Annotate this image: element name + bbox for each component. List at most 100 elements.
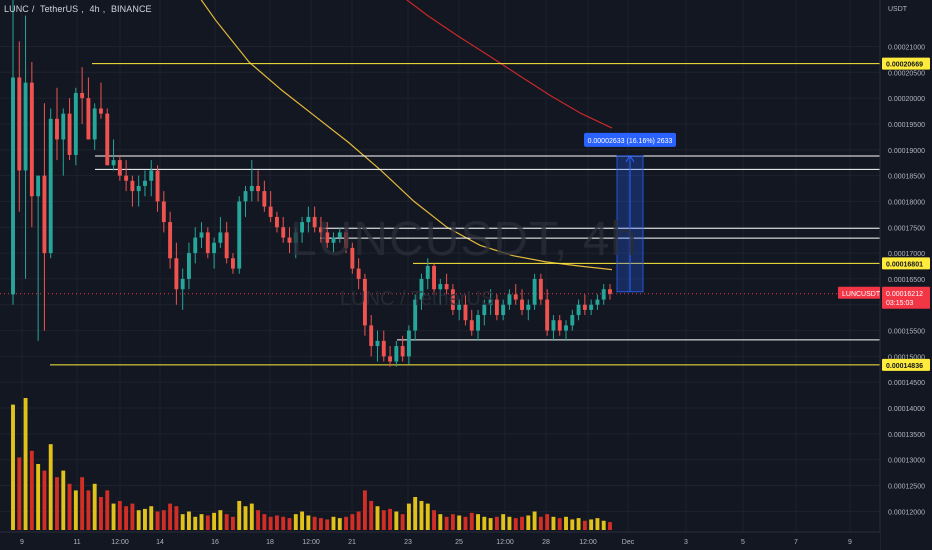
chart-title: LUNC / TetherUS, 4h, BINANCE: [4, 4, 152, 14]
candle-body: [400, 346, 405, 357]
level-price-tag-text: 0.00020669: [886, 62, 923, 69]
volume-bar: [99, 497, 103, 530]
time-tick-label: 3: [684, 539, 688, 546]
volume-bar: [482, 516, 487, 530]
candle-body: [570, 315, 575, 326]
candle-body: [124, 175, 129, 181]
candle-body: [218, 232, 223, 243]
candle-body: [237, 201, 242, 269]
volume-bar: [105, 490, 110, 530]
candle-body: [450, 289, 455, 310]
candle-body: [155, 170, 160, 202]
candle-body: [187, 253, 191, 279]
candle-body: [274, 216, 279, 228]
candle-body: [199, 232, 204, 238]
symbol-base: LUNC: [4, 4, 29, 14]
level-price-tag: [882, 358, 930, 371]
exchange-label: BINANCE: [110, 4, 152, 14]
volume-bar: [400, 514, 405, 530]
volume-bar: [48, 444, 53, 530]
time-tick-label: 9: [20, 539, 24, 546]
candle-body: [457, 304, 462, 310]
volume-bar: [36, 464, 41, 530]
volume-bar: [61, 470, 66, 530]
volume-bar: [23, 398, 28, 530]
price-axis-panel: [880, 0, 932, 550]
candle-body: [48, 118, 53, 254]
volume-bar: [318, 518, 323, 530]
candle-body: [306, 216, 311, 223]
time-tick-label: 12:00: [302, 539, 320, 546]
time-tick-label: 28: [542, 539, 550, 546]
volume-bar: [268, 516, 273, 530]
candle-body: [105, 113, 110, 166]
candle-body: [73, 92, 78, 155]
candle-body: [564, 325, 568, 331]
volume-bar: [394, 511, 399, 530]
level-price-tag-text: 0.00016801: [886, 261, 923, 268]
volume-bar: [595, 518, 600, 530]
candle-body: [99, 108, 103, 114]
volume-bar: [143, 508, 147, 530]
volume-bar: [532, 511, 537, 530]
volume-bar: [230, 516, 235, 530]
volume-bar: [136, 510, 141, 530]
volume-bar: [218, 510, 223, 530]
level-price-tag: [882, 257, 930, 270]
candle-body: [425, 266, 430, 279]
volume-bar: [168, 503, 173, 530]
candle-body: [318, 227, 323, 233]
volume-bar: [312, 516, 317, 530]
volume-bar: [362, 490, 367, 530]
candle-body: [388, 356, 393, 362]
candle-body: [80, 92, 85, 99]
time-tick-label: 21: [348, 539, 356, 546]
candle-body: [281, 227, 286, 238]
price-tick-label: 0.00017500: [888, 225, 925, 232]
candle-body: [463, 304, 468, 321]
interval-label: 4h: [89, 4, 100, 14]
candle-body: [287, 237, 292, 243]
time-tick-label: 25: [455, 539, 463, 546]
volume-bar: [161, 510, 166, 530]
candle-body: [42, 175, 47, 254]
candle-body: [356, 268, 361, 279]
volume-bar: [381, 510, 386, 530]
volume-bar: [111, 503, 116, 530]
time-axis-panel: [0, 532, 880, 550]
volume-bar: [438, 514, 443, 530]
price-tick-label: 0.00021000: [888, 44, 925, 51]
price-tick-label: 0.00015000: [888, 354, 925, 361]
candle-body: [212, 242, 217, 254]
volume-bar: [419, 500, 424, 530]
volume-bar: [174, 506, 179, 530]
price-axis-unit: USDT: [888, 6, 908, 13]
volume-bar: [73, 490, 78, 530]
volume-bar: [576, 518, 581, 530]
volume-bar: [425, 503, 430, 530]
candle-body: [161, 201, 166, 223]
volume-bar: [337, 518, 342, 530]
candle-body: [507, 294, 512, 305]
candle-body: [117, 160, 122, 176]
volume-bar: [501, 514, 506, 530]
volume-bar: [520, 516, 524, 530]
volume-bar: [243, 506, 248, 530]
candle-body: [36, 175, 41, 197]
volume-bar: [205, 515, 210, 530]
candle-body: [180, 278, 185, 290]
candle-body: [86, 98, 91, 140]
price-tick-label: 0.00020500: [888, 70, 925, 77]
volume-bar: [350, 514, 355, 530]
measure-label-box: [584, 132, 676, 147]
candle-body: [312, 216, 317, 228]
volume-bar: [494, 516, 499, 530]
volume-bar: [124, 506, 129, 530]
volume-bar: [507, 516, 512, 530]
volume-bar: [325, 519, 330, 530]
volume-bar: [281, 516, 286, 530]
candle-body: [413, 299, 418, 331]
volume-bar: [55, 477, 59, 530]
